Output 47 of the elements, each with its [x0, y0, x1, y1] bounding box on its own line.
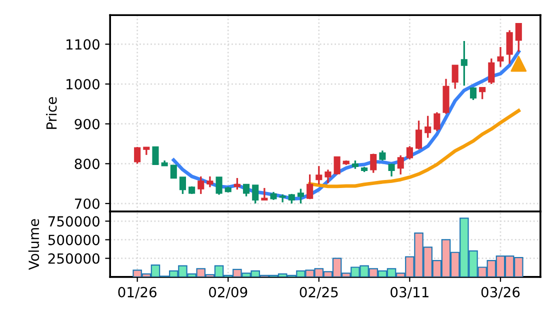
candlestick	[460, 40, 468, 86]
candlestick	[470, 86, 477, 101]
y-tick-label: 1100	[66, 39, 100, 50]
x-tick-label: 01/26	[118, 286, 156, 298]
y-tick-label: 900	[74, 118, 100, 130]
candlestick	[170, 164, 177, 179]
candlestick	[242, 184, 250, 198]
candlestick	[152, 146, 159, 166]
candlestick	[252, 184, 259, 204]
y-tick-label: 250000	[48, 253, 100, 264]
candlestick	[379, 150, 386, 162]
y-tick-label: 500000	[48, 234, 100, 246]
y-tick-label: 800	[74, 158, 100, 170]
candlestick	[406, 145, 413, 160]
x-tick-label: 02/09	[209, 286, 248, 298]
candlestick	[316, 165, 322, 186]
candlestick	[497, 46, 504, 68]
y-tick-label: 750000	[48, 216, 100, 227]
candlestick	[388, 162, 395, 178]
x-tick-label: 02/25	[300, 286, 338, 298]
candlestick	[415, 120, 422, 150]
y-tick-label: 700	[74, 198, 100, 209]
candlestick	[324, 168, 332, 184]
candlestick	[134, 146, 141, 165]
candlestick	[234, 177, 240, 190]
candlestick	[179, 176, 186, 195]
candlestick	[479, 86, 486, 100]
candlestick	[515, 22, 522, 53]
y-tick-label: 1000	[66, 79, 100, 90]
x-tick-label: 03/11	[390, 286, 428, 298]
candlestick	[506, 29, 513, 65]
candlestick	[370, 152, 377, 174]
y-axis-title: Price	[46, 97, 57, 129]
candlestick	[424, 115, 432, 139]
candlestick	[397, 154, 404, 176]
candlestick	[452, 64, 458, 90]
candlestick	[198, 176, 204, 195]
candlestick	[216, 176, 222, 196]
candlestick	[334, 156, 340, 176]
candlestick	[306, 174, 314, 200]
candlestick	[261, 187, 268, 201]
candlestick	[488, 58, 495, 85]
candlestick	[206, 176, 214, 188]
y-axis-title: Volume	[28, 219, 40, 270]
x-tick-label: 03/26	[481, 286, 520, 298]
candlestick	[434, 111, 440, 132]
candlestick	[297, 188, 304, 204]
